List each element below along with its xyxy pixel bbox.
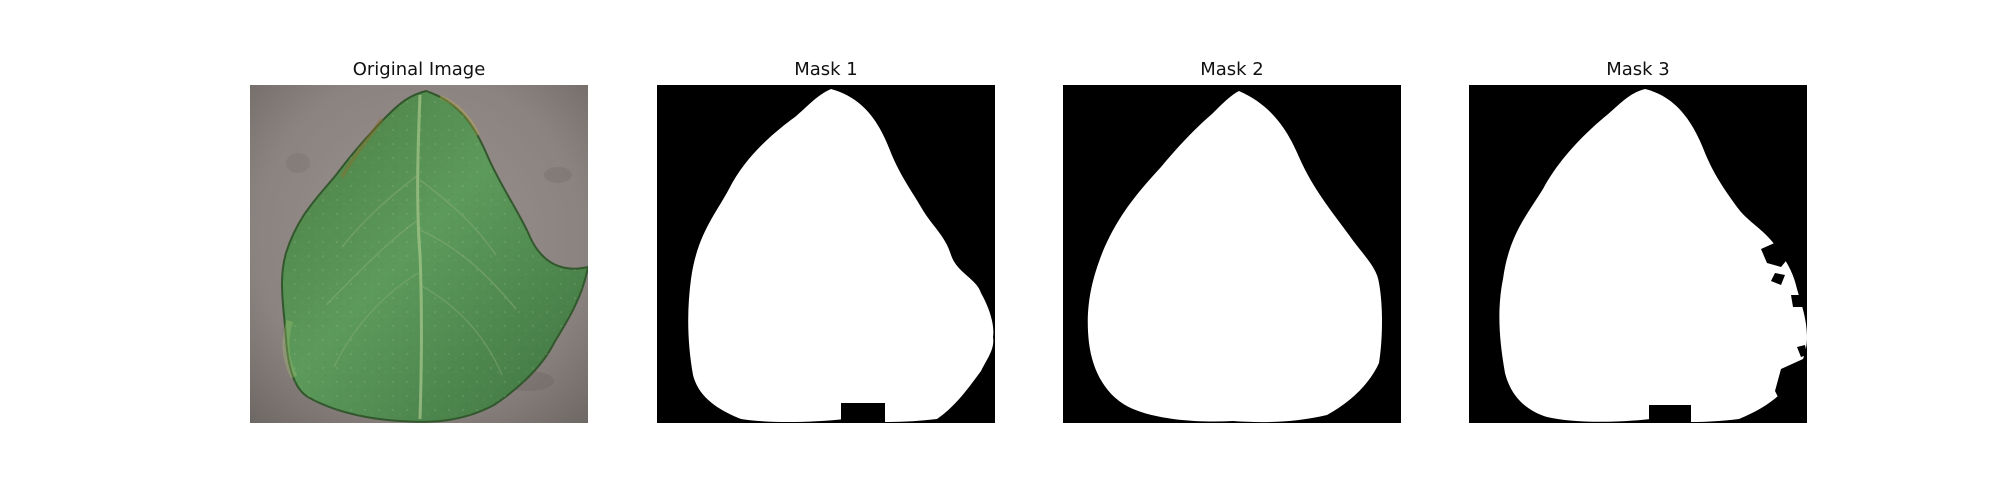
- mask-3-svg: [1469, 85, 1807, 423]
- leaf-yellow-edge: [439, 95, 480, 136]
- original-leaf-photo: [250, 85, 588, 423]
- leaf-vein: [419, 179, 497, 256]
- mask-1-svg: [657, 85, 995, 423]
- panel-title-original-image: Original Image: [352, 59, 486, 80]
- panel-title-mask-1: Mask 1: [794, 59, 858, 80]
- leaf-vein: [333, 272, 419, 368]
- leaf-light-patch: [282, 319, 298, 379]
- panel-mask-2: Mask 2: [1063, 58, 1401, 424]
- leaf-vein: [341, 174, 419, 248]
- panel-mask-3: Mask 3: [1469, 58, 1807, 424]
- panel-mask-1: Mask 1: [657, 58, 995, 424]
- panel-original-image: Original Image: [250, 58, 588, 424]
- original-image: [250, 85, 588, 423]
- mask-3-image: [1469, 85, 1807, 423]
- mask-1-foreground: [688, 89, 994, 422]
- panel-title-mask-3: Mask 3: [1606, 59, 1670, 80]
- mask-3-hole: [1791, 295, 1803, 307]
- mask-3-hole: [1771, 273, 1785, 285]
- leaf-brown-edge: [340, 117, 384, 178]
- mask-2-image: [1063, 85, 1401, 423]
- mask-3-hole: [1775, 359, 1807, 409]
- mask-1-gap: [841, 403, 885, 423]
- leaf-texture-overlay: [281, 91, 588, 422]
- mask-3-gap: [1649, 405, 1691, 423]
- mask-2-svg: [1063, 85, 1401, 423]
- ground-spot: [286, 153, 310, 173]
- leaf-midrib: [416, 94, 423, 420]
- mask-1-image: [657, 85, 995, 423]
- mask-3-hole: [1797, 345, 1807, 357]
- leaf-vein: [419, 284, 503, 376]
- ground-spot: [544, 167, 572, 183]
- leaf-vein: [419, 229, 517, 310]
- leaf-vein: [325, 219, 419, 306]
- mask-3-foreground: [1499, 89, 1807, 422]
- mask-3-hole: [1761, 241, 1791, 267]
- panel-title-mask-2: Mask 2: [1200, 59, 1264, 80]
- mask-2-foreground: [1087, 91, 1382, 423]
